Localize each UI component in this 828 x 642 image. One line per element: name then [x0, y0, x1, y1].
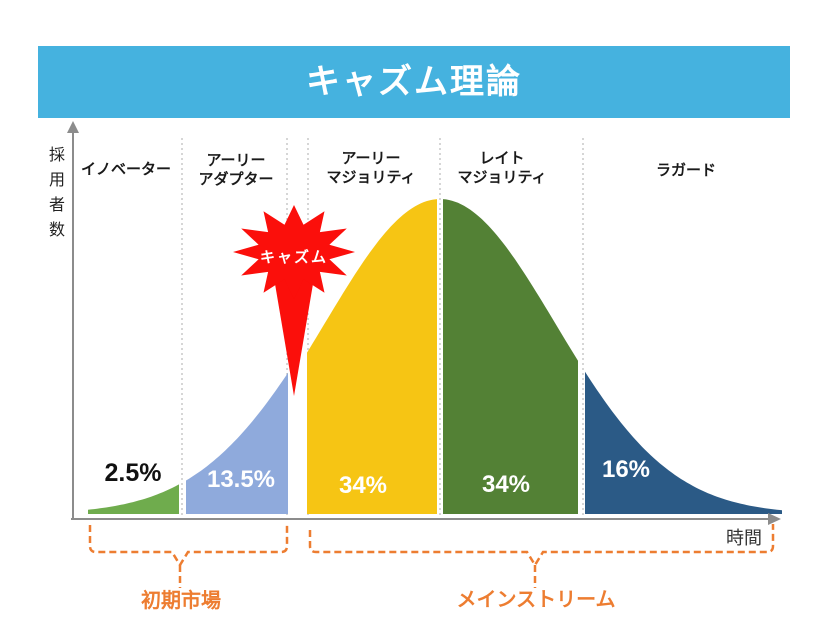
- percent-early-adopters: 13.5%: [206, 466, 276, 493]
- curve-segment-1: [186, 372, 288, 514]
- market-phase-braces: [88, 524, 775, 588]
- y-axis-arrow-icon: [67, 121, 79, 133]
- segment-label-line: アダプター: [198, 171, 274, 188]
- percent-laggards: 16%: [601, 456, 651, 483]
- chasm-starburst: [233, 205, 355, 396]
- early-market-label: 初期市場: [141, 590, 221, 612]
- percent-late-majority: 34%: [481, 471, 531, 498]
- curve-segment-4: [585, 371, 782, 514]
- segment-label-line: アーリー: [206, 152, 266, 169]
- page-title: キャズム理論: [306, 63, 522, 101]
- percent-early-majority: 34%: [338, 472, 388, 499]
- y-axis-label: 採用者数: [46, 146, 63, 246]
- early-market-brace: [88, 525, 289, 568]
- segment-label-line: マジョリティ: [326, 169, 416, 186]
- segment-label-innovators: イノベーター: [66, 160, 186, 179]
- axes: [67, 121, 781, 525]
- segment-label-line: レイト: [479, 150, 525, 167]
- x-axis-label: 時間: [726, 528, 762, 548]
- curve-segment-2: [307, 199, 437, 514]
- segment-label-laggards: ラガード: [626, 161, 746, 180]
- mainstream-brace: [308, 524, 775, 568]
- curve-segment-0: [88, 484, 179, 514]
- chasm-label: キャズム: [259, 249, 328, 266]
- segment-label-line: マジョリティ: [457, 169, 547, 186]
- segment-label-line: アーリー: [341, 150, 401, 167]
- segment-label-early-majority: アーリー マジョリティ: [303, 149, 439, 187]
- chasm-spike: [274, 278, 314, 396]
- title-banner: キャズム理論: [38, 46, 790, 118]
- mainstream-label: メインストリーム: [456, 589, 616, 611]
- curve-segment-3: [443, 199, 578, 514]
- segment-label-late-majority: レイト マジョリティ: [434, 149, 570, 187]
- bell-curve-segments: [88, 199, 782, 514]
- segment-label-early-adopters: アーリー アダプター: [174, 151, 298, 189]
- chasm-star: [233, 205, 355, 299]
- segment-label-line: イノベーター: [80, 161, 171, 178]
- percent-innovators: 2.5%: [104, 459, 162, 487]
- segment-label-line: ラガード: [655, 162, 716, 179]
- x-axis-arrow-icon: [768, 513, 781, 525]
